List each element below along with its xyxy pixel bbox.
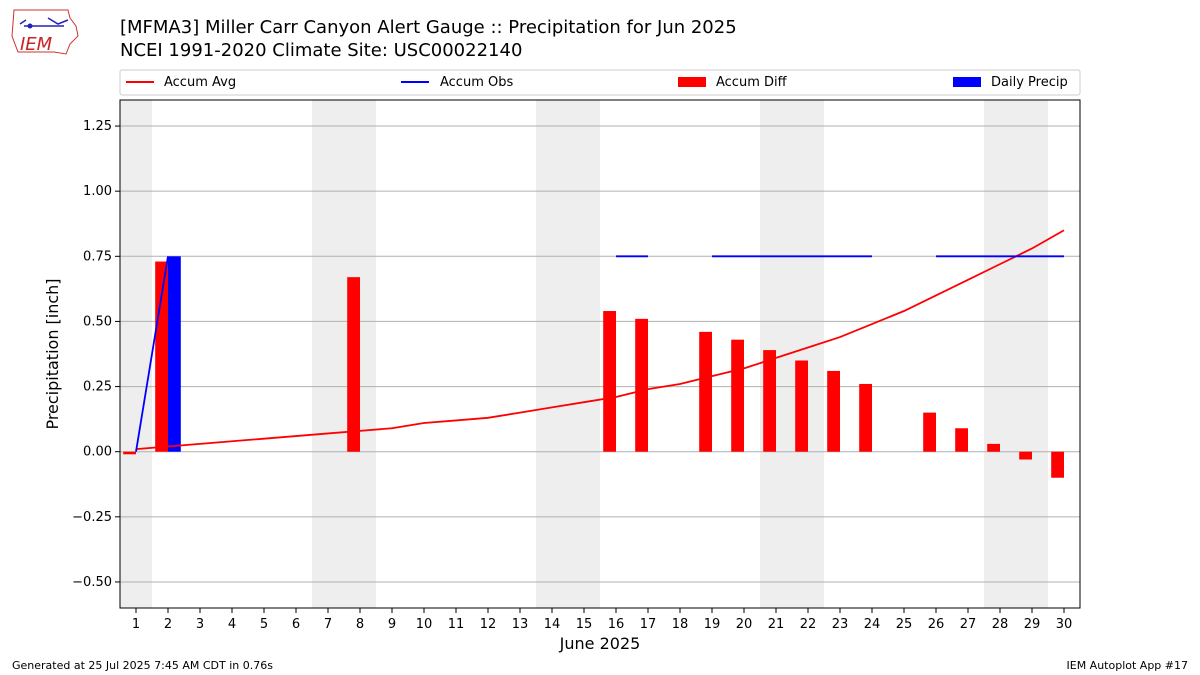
accum-diff-bar	[827, 370, 840, 452]
x-tick-label: 18	[672, 617, 689, 632]
weekend-shade	[312, 100, 344, 608]
y-tick-label: 1.25	[83, 119, 112, 134]
accum-diff-bar	[795, 360, 808, 452]
accum-diff-bar	[955, 428, 968, 452]
x-tick-label: 21	[768, 617, 785, 632]
x-tick-label: 19	[704, 617, 721, 632]
legend-label-accum-diff: Accum Diff	[716, 75, 788, 90]
x-tick-label: 20	[736, 617, 753, 632]
y-axis-label: Precipitation [inch]	[43, 278, 62, 429]
y-tick-label: 0.25	[83, 380, 112, 395]
x-tick-label: 10	[416, 617, 433, 632]
legend: Accum Avg Accum Obs Accum Diff Daily Pre…	[119, 69, 1081, 96]
iem-logo: IEM	[8, 6, 82, 58]
x-tick-label: 28	[992, 617, 1009, 632]
x-tick-label: 2	[164, 617, 172, 632]
chart-subtitle: NCEI 1991-2020 Climate Site: USC00022140	[120, 40, 523, 61]
x-axis-label: June 2025	[559, 634, 641, 653]
accum-diff-bar	[923, 412, 936, 452]
x-tick-label: 1	[132, 617, 140, 632]
weekend-shade	[568, 100, 600, 608]
x-tick-label: 6	[292, 617, 300, 632]
x-tick-label: 4	[228, 617, 236, 632]
x-tick-label: 14	[544, 617, 561, 632]
x-tick-label: 17	[640, 617, 657, 632]
legend-swatch-accum-diff	[678, 77, 706, 87]
x-tick-label: 24	[864, 617, 881, 632]
x-tick-label: 12	[480, 617, 497, 632]
x-tick-label: 8	[356, 617, 364, 632]
legend-frame	[119, 69, 1081, 96]
accum-diff-bar	[763, 350, 776, 452]
x-tick-label: 23	[832, 617, 849, 632]
weekend-shade	[760, 100, 792, 608]
x-tick-label: 3	[196, 617, 204, 632]
x-tick-label: 9	[388, 617, 396, 632]
legend-label-daily-precip: Daily Precip	[991, 75, 1068, 90]
y-tick-label: −0.50	[72, 575, 112, 590]
accum-diff-bar	[635, 318, 648, 452]
legend-swatch-daily-precip	[953, 77, 981, 87]
accum-diff-bar	[859, 383, 872, 452]
footer-app-text: IEM Autoplot App #17	[1066, 659, 1189, 672]
x-tick-label: 30	[1056, 617, 1073, 632]
accum-diff-bar	[123, 451, 136, 455]
weekend-shade	[1016, 100, 1048, 608]
y-tick-label: 1.00	[83, 184, 112, 199]
accum-diff-bar	[1051, 451, 1064, 478]
accum-diff-bar	[603, 311, 616, 452]
x-tick-label: 27	[960, 617, 977, 632]
accum-diff-bar	[1019, 451, 1032, 460]
x-tick-label: 13	[512, 617, 529, 632]
x-tick-label: 26	[928, 617, 945, 632]
x-tick-label: 16	[608, 617, 625, 632]
plot-frame	[119, 99, 1081, 609]
y-tick-label: −0.25	[72, 510, 112, 525]
accum-diff-bar	[731, 339, 744, 452]
weekend-shade	[120, 100, 152, 608]
legend-label-accum-avg: Accum Avg	[164, 75, 236, 90]
footer-generated-text: Generated at 25 Jul 2025 7:45 AM CDT in …	[12, 659, 273, 672]
x-tick-label: 7	[324, 617, 332, 632]
accum-diff-bar	[347, 277, 360, 452]
y-tick-label: 0.50	[83, 314, 112, 329]
weekend-shade	[792, 100, 824, 608]
y-tick-label: 0.75	[83, 249, 112, 264]
logo-text: IEM	[20, 34, 53, 55]
x-tick-label: 15	[576, 617, 593, 632]
daily-precip-bar	[168, 256, 181, 452]
x-tick-label: 5	[260, 617, 268, 632]
accum-diff-bar	[155, 261, 168, 452]
accum-diff-bar	[987, 443, 1000, 452]
x-tick-label: 29	[1024, 617, 1041, 632]
x-tick-label: 22	[800, 617, 817, 632]
weekend-shade	[984, 100, 1016, 608]
weekend-shade	[536, 100, 568, 608]
accum-obs-line	[135, 256, 169, 452]
y-tick-label: 0.00	[83, 445, 112, 460]
weekend-shade	[344, 100, 376, 608]
x-tick-label: 25	[896, 617, 913, 632]
x-tick-label: 11	[448, 617, 465, 632]
legend-label-accum-obs: Accum Obs	[440, 75, 513, 90]
chart-title: [MFMA3] Miller Carr Canyon Alert Gauge :…	[120, 17, 737, 38]
accum-diff-bar	[699, 331, 712, 452]
accum-avg-line	[135, 229, 1065, 450]
